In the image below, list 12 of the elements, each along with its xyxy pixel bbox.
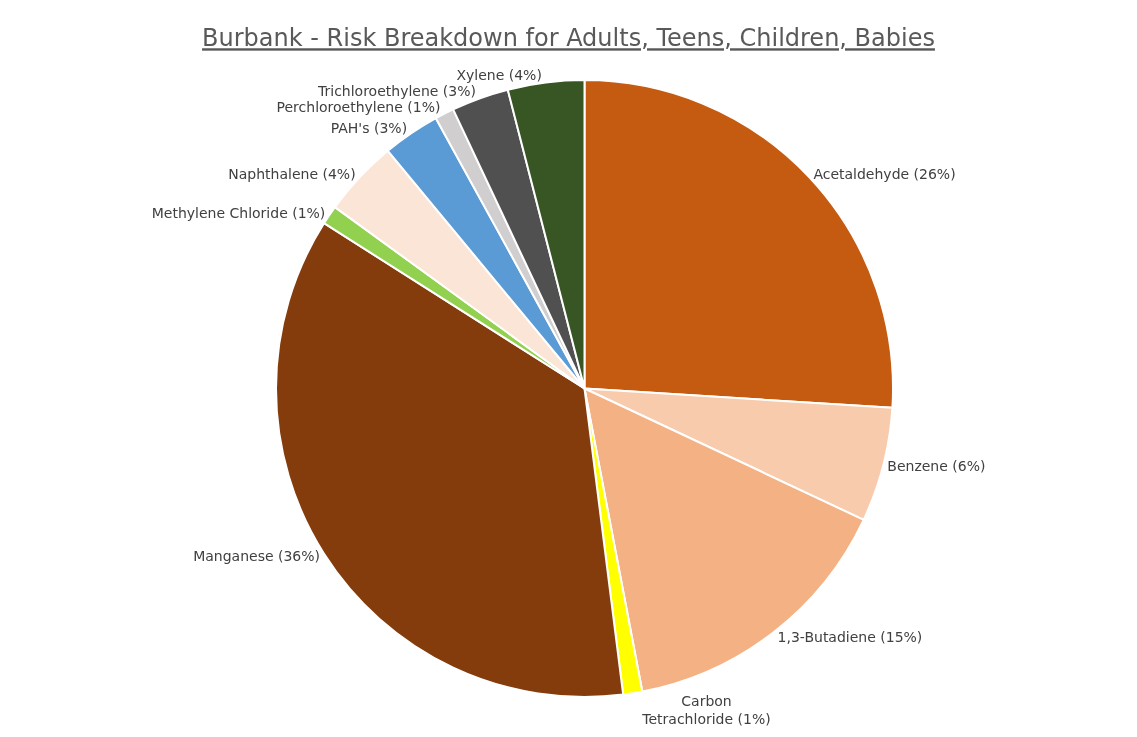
slice-label: Xylene (4%)	[456, 66, 542, 83]
chart-title: Burbank - Risk Breakdown for Adults, Teens, Children, Babies	[202, 24, 935, 53]
slice-label: Methylene Chloride (1%)	[151, 204, 326, 221]
slice-label: PAH's (3%)	[330, 119, 408, 136]
slice-label: Carbon Tetrachloride (1%)	[641, 692, 771, 727]
slice-label: Acetaldehyde (26%)	[813, 165, 956, 182]
slice-label: Naphthalene (4%)	[228, 165, 356, 182]
slice-label: 1,3-Butadiene (15%)	[777, 629, 923, 646]
slice-label: Benzene (6%)	[887, 457, 986, 474]
slice-label: Trichloroethylene (3%)	[316, 83, 476, 100]
slice-label: Manganese (36%)	[193, 548, 321, 565]
slice-label: Perchloroethylene (1%)	[276, 99, 441, 116]
